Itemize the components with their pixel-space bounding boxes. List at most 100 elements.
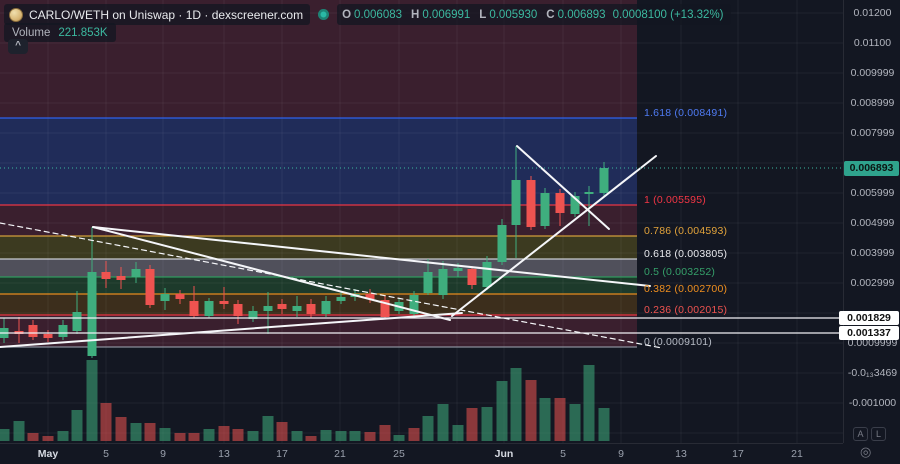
candle-body [511, 180, 521, 225]
candle-body [306, 304, 316, 314]
time-tick-label: 5 [560, 448, 566, 460]
candle-body [72, 312, 82, 331]
candle-body [292, 306, 302, 311]
time-tick-label: 13 [218, 448, 230, 460]
volume-bar [510, 368, 522, 441]
candle-body [248, 311, 258, 319]
ray-price-badge: 0.001337 [839, 326, 899, 340]
trendline[interactable] [451, 155, 657, 317]
time-tick-label: 9 [618, 448, 624, 460]
token-icon [9, 7, 23, 22]
candle-body [321, 301, 331, 314]
price-tick-label: 0.009999 [850, 67, 895, 79]
volume-bar [554, 398, 566, 441]
live-status-icon [318, 9, 330, 20]
trendline[interactable] [0, 222, 663, 349]
volume-bar [247, 431, 259, 441]
candle-body [277, 304, 287, 309]
ohlc-open-label: O [342, 8, 352, 21]
candle-body [453, 268, 463, 271]
volume-bar [422, 416, 434, 441]
chevron-up-icon: ^ [15, 40, 21, 51]
auto-scale-button[interactable]: A [853, 427, 868, 441]
volume-bar [71, 410, 83, 441]
time-tick-label: May [37, 448, 59, 460]
candle-body [58, 325, 68, 337]
candle-body [101, 272, 111, 279]
volume-label: Volume [12, 26, 51, 39]
pair-title[interactable]: CARLO/WETH on Uniswap · 1D · dexscreener… [29, 7, 304, 22]
time-tick-label: 25 [393, 448, 405, 460]
time-tick-label: 13 [675, 448, 687, 460]
trendline[interactable] [92, 226, 651, 287]
candle-body [570, 196, 580, 214]
volume-bar [291, 431, 303, 441]
time-tick-label: 9 [160, 448, 166, 460]
volume-bar [159, 428, 171, 441]
price-scale-buttons: A L [853, 427, 886, 441]
candle-body [204, 301, 214, 316]
candle-body [219, 301, 229, 304]
ohlc-readout: O 0.006083 H 0.006991 L 0.005930 C 0.006… [337, 4, 731, 25]
volume-bar [437, 404, 449, 441]
volume-bar [27, 433, 39, 441]
volume-bar [305, 436, 317, 441]
volume-bar [364, 432, 376, 441]
volume-bar [393, 435, 405, 441]
price-tick-label: 0.01100 [853, 37, 892, 49]
volume-bar [569, 404, 581, 441]
fib-zone [0, 294, 637, 315]
time-axis[interactable]: May 5 9 13 17 21 25 Jun 5 9 13 17 21 [0, 443, 900, 464]
candle-body [131, 269, 141, 277]
last-price-badge: 0.006893 [844, 161, 899, 176]
candle-body [497, 225, 507, 262]
ohlc-open-value: 0.006083 [354, 8, 403, 21]
volume-bar [452, 425, 464, 441]
volume-bar [349, 431, 361, 441]
ohlc-high-value: 0.006991 [422, 8, 471, 21]
candle-body [43, 334, 53, 338]
volume-value: 221.853K [58, 26, 108, 39]
price-tick-label: 0.005999 [850, 187, 895, 199]
volume-bar [188, 433, 200, 441]
fib-zone [0, 315, 637, 347]
candle-body [145, 269, 155, 305]
candle-body [599, 168, 609, 193]
volume-bar [408, 428, 420, 441]
volume-bar [203, 429, 215, 441]
volume-bar [174, 433, 186, 441]
price-tick-label: 0.007999 [850, 127, 895, 139]
trendline[interactable] [0, 312, 463, 348]
price-tick-label: 0.002999 [850, 277, 895, 289]
volume-bar [481, 407, 493, 441]
ray-price-badge: 0.001829 [839, 311, 899, 325]
log-scale-button[interactable]: L [871, 427, 886, 441]
price-axis[interactable]: 0.01200 0.01100 0.009999 0.008999 0.007999 0.… [843, 0, 900, 443]
volume-bar [0, 429, 10, 441]
volume-bar [115, 417, 127, 441]
time-tick-label: 17 [276, 448, 288, 460]
time-tick-label: 21 [791, 448, 803, 460]
candle-body [189, 301, 199, 316]
candle-body [555, 193, 565, 213]
settings-icon[interactable]: ◎ [860, 444, 872, 459]
candle-body [438, 269, 448, 295]
volume-bar [262, 416, 274, 441]
trendline[interactable] [92, 226, 451, 321]
volume-bar [335, 431, 347, 441]
price-tick-label: 0.004999 [850, 217, 895, 229]
candle-body [467, 269, 477, 285]
volume-bar [218, 426, 230, 441]
price-tick-label: -0.001000 [848, 397, 897, 409]
volume-readout: Volume 221.853K [4, 23, 116, 42]
volume-bar [232, 429, 244, 441]
volume-bar [130, 423, 142, 441]
trendline[interactable] [516, 145, 610, 230]
price-tick-label: 0.0009999 [847, 337, 898, 349]
candle-body [365, 294, 375, 299]
collapse-pane-button[interactable]: ^ [8, 39, 28, 54]
time-tick-label: Jun [494, 448, 514, 460]
candle-body [116, 276, 126, 280]
price-chart-canvas[interactable] [0, 0, 843, 443]
candle-body [336, 297, 346, 301]
